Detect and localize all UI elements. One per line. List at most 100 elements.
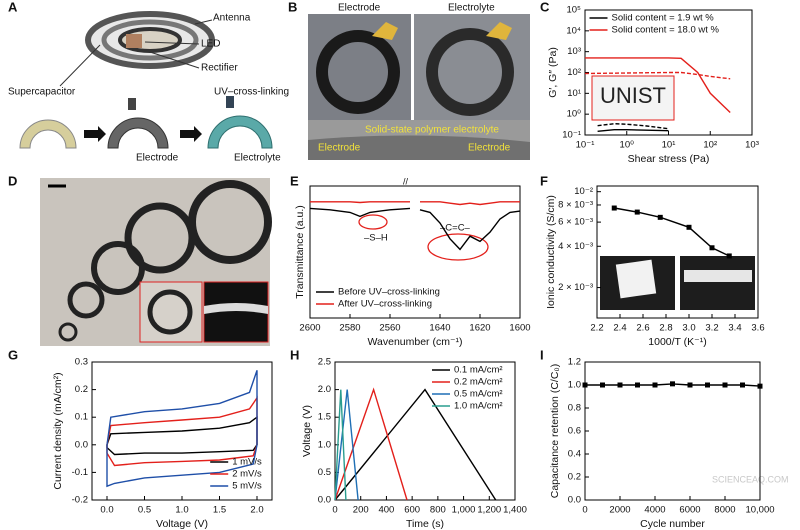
x-axis-label: Shear stress (Pa) [628,153,710,165]
series-line [597,122,669,130]
marker [757,383,763,389]
marker [726,253,732,259]
panel-label: H [290,347,299,362]
annotation: Antenna [213,13,251,24]
svg-text://: // [403,176,409,186]
annotation: –C=C– [440,223,471,234]
x-tick-label: 10,000 [745,505,774,516]
x-tick-label: 4000 [644,505,665,516]
x-tick-label: 0.5 [138,505,151,516]
annotation: Electrolyte [448,3,495,14]
legend-label: 5 mV/s [232,481,262,492]
y-tick-label: 6 × 10⁻³ [558,217,593,228]
legend-label: 1 mV/s [232,457,262,468]
marker [634,209,640,215]
series-line [420,201,520,206]
x-tick-label: 3.4 [728,323,741,334]
y-tick-label: -0.2 [72,495,88,506]
inset-frame [591,75,675,121]
x-tick-label: 1640 [429,323,450,334]
series-line [309,207,411,218]
y-tick-label: 10⁻² [574,186,593,197]
annotation: Electrode [338,3,381,14]
x-axis-label: Wavenumber (cm⁻¹) [368,336,463,348]
legend-label: 0.5 mA/cm² [454,389,503,400]
y-tick-label: 4 × 10⁻³ [558,241,593,252]
marker [635,382,640,388]
annotation: Electrode [468,143,511,154]
marker [709,245,715,251]
x-tick-label: 0.0 [100,505,113,516]
x-tick-label: 10⁰ [620,140,635,151]
x-tick-label: 1600 [509,323,530,334]
x-tick-label: 1.0 [175,505,188,516]
y-tick-label: 1.2 [568,357,581,368]
y-axis-label: G′, G″ (Pa) [547,47,559,98]
y-tick-label: 0.0 [318,495,331,506]
x-tick-label: 1620 [469,323,490,334]
y-tick-label: 0.0 [75,439,88,450]
y-tick-label: 10³ [567,46,581,57]
panel-label: E [290,173,299,188]
annotation: Rectifier [201,63,238,74]
x-tick-label: 3.2 [705,323,718,334]
y-tick-label: 10⁴ [566,25,581,36]
series-line [106,415,258,456]
x-tick-label: 6000 [679,505,700,516]
x-tick-label: 2.2 [590,323,603,334]
x-tick-label: 600 [404,505,420,516]
y-tick-label: 0.4 [568,449,581,460]
x-tick-label: 1,200 [477,505,501,516]
y-tick-label: 10⁵ [566,5,581,16]
series-line [106,370,258,488]
series-line [585,57,731,114]
x-tick-label: 8000 [714,505,735,516]
panel-d-photo [40,178,272,346]
plot-frame [596,185,759,319]
y-tick-label: 0.2 [75,384,88,395]
marker [600,382,605,388]
x-tick-label: 2.8 [659,323,672,334]
marker [670,381,675,387]
panel-f-insets [600,256,755,310]
annotation: Electrode [318,143,361,154]
annotation: Solid-state polymer electrolyte [365,125,499,136]
marker [740,382,745,388]
y-axis-label: Voltage (V) [301,405,313,457]
x-tick-label: 10¹ [662,140,676,151]
y-tick-label: -0.1 [72,467,88,478]
y-axis-label: Transmittance (a.u.) [294,205,306,299]
y-tick-label: 10⁰ [567,109,582,120]
watermark: SCIENCEAQ.COM [712,474,789,484]
series-line [419,209,521,251]
x-tick-label: 400 [378,505,394,516]
x-axis-label: Time (s) [406,518,444,530]
annotation-shapes: // [358,176,489,261]
x-tick-label: 3.6 [751,323,764,334]
y-tick-label: 1.0 [318,439,331,450]
y-tick-label: 10⁻¹ [562,130,581,141]
y-tick-label: 2 × 10⁻³ [558,282,593,293]
plot-frame [334,361,516,501]
panel-label: A [8,0,18,14]
y-tick-label: 2.5 [318,357,331,368]
x-tick-label: 2.0 [250,505,263,516]
annotation: Supercapacitor [8,87,76,98]
series-line [584,71,731,80]
legend-label: 0.1 mA/cm² [454,365,503,376]
legend-label: 2 mV/s [232,469,262,480]
y-tick-label: 0.1 [75,412,88,423]
legend-label: Solid content = 18.0 wt % [612,25,720,36]
y-tick-label: 1.0 [568,380,581,391]
marker [657,214,663,220]
x-tick-label: 2.6 [636,323,649,334]
legend-label: After UV–cross-linking [338,299,432,310]
marker [582,382,588,388]
panel-label: D [8,173,17,188]
panel-label: G [8,347,18,362]
x-tick-label: 1,000 [452,505,476,516]
y-tick-label: 1.5 [318,412,331,423]
x-tick-label: 200 [353,505,369,516]
x-tick-label: 10² [703,140,717,151]
annotation: UV–cross-linking [214,87,289,98]
